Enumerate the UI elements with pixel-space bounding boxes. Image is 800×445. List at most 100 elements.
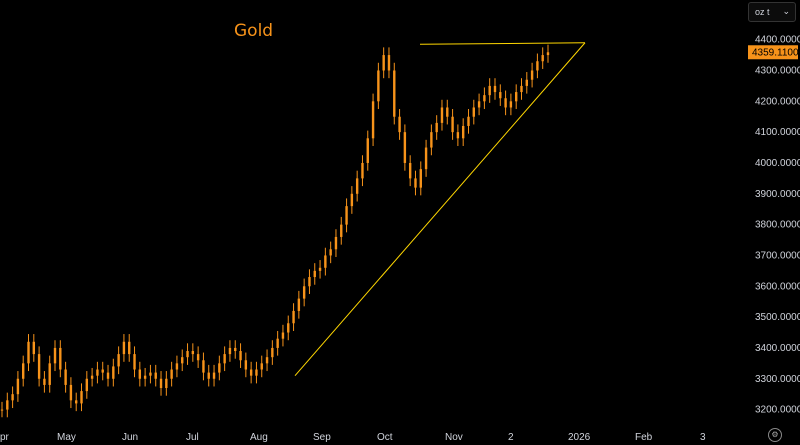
candle-body: [355, 178, 359, 194]
candle-body: [541, 55, 544, 62]
candle-body: [234, 347, 237, 352]
candle-body: [387, 55, 391, 71]
candle-body: [371, 101, 375, 139]
resistance-trendline[interactable]: [419, 42, 586, 45]
unit-select[interactable]: oz t ⌄: [748, 2, 796, 22]
candle-body: [340, 224, 343, 237]
candle-body: [361, 162, 364, 179]
y-tick-label: 3200.0000: [755, 405, 800, 416]
candle-body: [398, 116, 401, 133]
candle-body: [27, 341, 30, 364]
candle-body: [149, 372, 152, 376]
candle-body: [324, 255, 327, 268]
candle-body: [64, 369, 67, 385]
candle-body: [117, 354, 120, 367]
candle-body: [223, 354, 226, 364]
candle-body: [504, 98, 507, 108]
candle-body: [22, 363, 25, 379]
y-axis[interactable]: 3200.0000 3300.0000 3400.0000 3500.0000 3600…: [755, 35, 800, 416]
candle-body: [191, 351, 195, 355]
candle-body: [451, 116, 454, 133]
candle-body: [350, 193, 354, 207]
candle-body: [377, 70, 380, 102]
candle-body: [477, 101, 481, 108]
candle-body: [483, 95, 486, 102]
candle-body: [265, 357, 269, 364]
candle-body: [536, 61, 539, 71]
y-tick-label: 3300.0000: [755, 374, 800, 385]
candle-body: [446, 107, 449, 117]
candle-body: [75, 400, 78, 404]
candle-body: [276, 338, 279, 348]
chevron-down-icon: ⌄: [782, 6, 790, 16]
candle-body: [85, 378, 89, 392]
candle-body: [181, 357, 184, 364]
candle-body: [37, 354, 41, 379]
x-tick-label: 2026: [568, 432, 591, 443]
candle-body: [472, 107, 475, 117]
candle-body: [96, 369, 99, 376]
candle-body: [143, 375, 147, 379]
candle-body: [43, 378, 46, 385]
candle-body: [138, 369, 142, 379]
candle-body: [32, 341, 36, 355]
candle-body: [165, 378, 168, 389]
candle-body: [287, 323, 290, 333]
candle-body: [59, 347, 62, 370]
candle-body: [11, 394, 14, 401]
candle-body: [467, 116, 470, 126]
candle-body: [366, 138, 369, 163]
candle-body: [106, 372, 110, 379]
x-tick-label: Jul: [186, 432, 199, 443]
candles-group: [0, 44, 550, 418]
candle-body: [440, 107, 444, 123]
candle-body: [90, 375, 94, 379]
candle-body: [435, 122, 438, 133]
candle-body: [493, 85, 497, 93]
last-price-marker: 4359.1100: [748, 45, 799, 60]
x-tick-label: Nov: [445, 432, 463, 443]
candle-body: [122, 341, 126, 355]
candle-body: [212, 372, 216, 379]
y-tick-label: 4300.0000: [755, 65, 800, 76]
candle-body: [520, 85, 523, 93]
candle-body: [69, 384, 73, 401]
x-tick-label: pr: [0, 432, 10, 443]
candle-body: [424, 147, 428, 170]
candle-body: [329, 249, 332, 256]
trendlines-group: [294, 42, 586, 377]
candle-body: [525, 79, 528, 86]
candle-body: [271, 347, 274, 358]
candle-body: [514, 92, 518, 102]
candle-body: [239, 351, 242, 361]
candle-body: [175, 363, 179, 370]
y-tick-label: 4100.0000: [755, 127, 800, 138]
candle-body: [509, 101, 513, 108]
chart-title: Gold: [234, 21, 274, 41]
gear-icon[interactable]: ⚙: [768, 428, 782, 442]
candle-body: [414, 178, 417, 188]
unit-select-label: oz t: [755, 7, 770, 17]
candle-body: [101, 369, 104, 373]
candle-body: [345, 206, 348, 225]
candle-body: [456, 132, 460, 139]
candle-body: [546, 52, 550, 56]
candle-body: [159, 378, 163, 389]
x-tick-label: Sep: [313, 432, 331, 443]
candle-body: [313, 270, 316, 278]
last-price-box: [748, 45, 798, 60]
candle-body: [488, 85, 491, 96]
y-tick-label: 3700.0000: [755, 250, 800, 261]
y-tick-label: 4000.0000: [755, 158, 800, 169]
y-tick-label: 4400.0000: [755, 35, 800, 46]
support-trendline[interactable]: [294, 42, 586, 377]
candle-body: [382, 55, 385, 71]
candle-body: [281, 332, 285, 339]
candle-body: [334, 236, 338, 250]
candle-body: [318, 267, 322, 271]
candle-body: [186, 351, 189, 358]
candle-body: [170, 369, 173, 379]
candle-body: [461, 125, 465, 139]
x-axis[interactable]: pr May Jun Jul Aug Sep Oct Nov 2 2026 Feb 3: [0, 432, 706, 443]
